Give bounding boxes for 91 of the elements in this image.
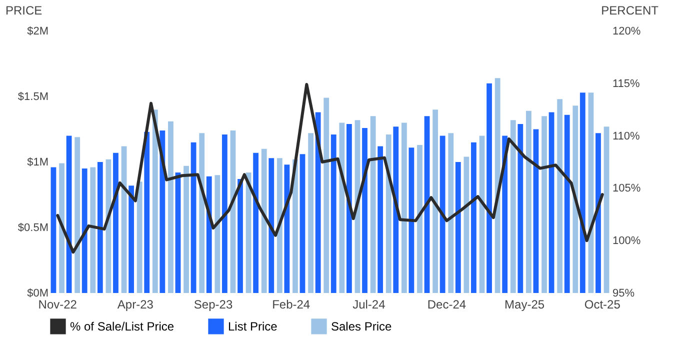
bar bbox=[324, 98, 330, 293]
bar bbox=[90, 167, 96, 293]
y2-tick-label: 120% bbox=[612, 26, 641, 38]
bar bbox=[214, 175, 220, 293]
bar bbox=[308, 133, 314, 293]
y-tick-label: $1.5M bbox=[18, 91, 48, 103]
bar bbox=[206, 176, 212, 293]
line-series bbox=[56, 82, 604, 254]
bar bbox=[502, 136, 508, 293]
bar bbox=[526, 110, 532, 293]
bar bbox=[362, 128, 368, 293]
y-axis-title: PRICE bbox=[6, 4, 42, 18]
bar bbox=[261, 148, 267, 293]
y2-tick-label: 100% bbox=[612, 235, 641, 248]
x-tick-label: Dec-24 bbox=[427, 298, 466, 312]
bar bbox=[144, 132, 150, 293]
bar bbox=[136, 182, 142, 293]
x-tick-label: Nov-22 bbox=[38, 298, 78, 312]
bar bbox=[440, 136, 446, 293]
x-tick-label: Apr-23 bbox=[117, 298, 154, 312]
bar bbox=[533, 129, 539, 293]
bar bbox=[284, 164, 290, 293]
bar bbox=[455, 162, 461, 293]
y2-tick-label: 105% bbox=[612, 182, 641, 195]
bar bbox=[82, 168, 88, 293]
y-tick-label: $1M bbox=[27, 156, 48, 168]
bar bbox=[548, 112, 554, 293]
bar bbox=[292, 159, 298, 293]
bar bbox=[464, 156, 470, 293]
bar bbox=[190, 142, 196, 293]
bar bbox=[113, 152, 118, 293]
x-tick-label: Sep-23 bbox=[194, 298, 233, 312]
bar bbox=[97, 162, 103, 293]
bar bbox=[401, 122, 407, 293]
y2-tick-label: 115% bbox=[612, 78, 640, 90]
bar bbox=[564, 114, 570, 293]
y-tick-label: $2M bbox=[27, 26, 48, 38]
bar bbox=[378, 146, 384, 293]
bar bbox=[518, 124, 524, 293]
bar bbox=[59, 163, 64, 293]
x-tick-label: Jul-24 bbox=[352, 298, 386, 312]
bar bbox=[74, 137, 80, 293]
bar bbox=[121, 146, 127, 293]
y2-tick-label: 95% bbox=[612, 288, 635, 300]
bar bbox=[346, 124, 352, 293]
x-tick-label: Oct-25 bbox=[584, 298, 621, 312]
y2-axis-title: PERCENT bbox=[601, 4, 660, 18]
bar bbox=[424, 116, 430, 293]
bar bbox=[300, 154, 306, 293]
y-tick-label: $0M bbox=[27, 288, 48, 300]
bar bbox=[152, 110, 158, 293]
bar bbox=[432, 110, 438, 293]
bar bbox=[268, 158, 274, 293]
legend-label: % of Sale/List Price bbox=[70, 319, 174, 334]
bar bbox=[339, 122, 345, 293]
legend-label: List Price bbox=[228, 319, 278, 334]
bar bbox=[479, 136, 485, 293]
bar bbox=[580, 92, 586, 293]
x-tick-label: May-25 bbox=[504, 298, 545, 312]
bar bbox=[222, 134, 228, 293]
bar bbox=[128, 186, 134, 293]
bar bbox=[276, 158, 282, 293]
bar bbox=[160, 130, 166, 293]
bar bbox=[471, 142, 476, 293]
bar bbox=[50, 167, 56, 293]
bar bbox=[417, 144, 422, 293]
y2-tick-label: 110% bbox=[612, 130, 640, 142]
bar bbox=[604, 126, 610, 293]
bar bbox=[542, 116, 547, 293]
bar bbox=[253, 152, 259, 293]
bar bbox=[510, 120, 516, 293]
bar bbox=[184, 166, 189, 293]
bar bbox=[238, 179, 243, 293]
bar bbox=[448, 133, 454, 293]
bar bbox=[315, 112, 321, 293]
bar bbox=[557, 99, 563, 293]
bar bbox=[393, 126, 399, 293]
bar bbox=[330, 134, 336, 293]
bar bbox=[408, 148, 414, 293]
bar bbox=[486, 83, 492, 293]
bar bbox=[596, 133, 601, 293]
y-tick-label: $0.5M bbox=[18, 222, 48, 234]
bar bbox=[386, 134, 392, 293]
bar bbox=[168, 121, 174, 293]
legend-label: Sales Price bbox=[331, 319, 392, 334]
bar bbox=[175, 172, 181, 293]
bar bbox=[199, 133, 205, 293]
bar bbox=[370, 116, 376, 293]
bar bbox=[572, 106, 578, 293]
x-tick-label: Feb-24 bbox=[272, 298, 310, 312]
bar bbox=[494, 78, 500, 293]
